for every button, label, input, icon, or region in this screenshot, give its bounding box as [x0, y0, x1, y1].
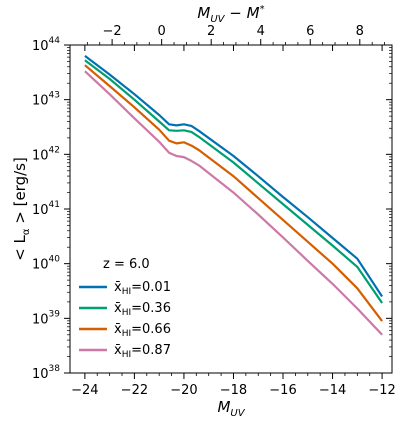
x2-axis-title: MUV − M* — [197, 4, 264, 25]
series-line-0.01 — [84, 55, 384, 298]
y-tick-label: 1040 — [32, 255, 60, 273]
y-tick-label: 1038 — [32, 364, 60, 382]
legend: z = 6.0 x̄HI=0.01 x̄HI=0.36 x̄HI=0.66 x̄HI=0… — [79, 257, 171, 360]
legend-label: x̄HI=0.36 — [114, 301, 171, 318]
y-tick-label: 1041 — [32, 200, 60, 218]
x-tick-label: −22 — [121, 383, 148, 398]
legend-title: z = 6.0 — [103, 257, 150, 272]
series-line-0.36 — [84, 59, 384, 304]
x-tick-label: −24 — [71, 383, 98, 398]
y-tick-label: 1039 — [32, 309, 60, 327]
x-tick-label: −18 — [220, 383, 247, 398]
x-tick-label: −12 — [368, 383, 395, 398]
x2-tick-label: 8 — [356, 24, 364, 39]
x-tick-label: −14 — [319, 383, 346, 398]
legend-label: x̄HI=0.01 — [114, 280, 171, 297]
x2-tick-label: 6 — [306, 24, 314, 39]
x2-tick-label: −2 — [103, 24, 122, 39]
y-tick-label: 1044 — [32, 36, 60, 54]
x2-tick-label: 2 — [207, 24, 215, 39]
x2-tick-label: 0 — [158, 24, 166, 39]
series-line-0.66 — [84, 64, 383, 322]
legend-label: x̄HI=0.87 — [114, 343, 171, 360]
axes: −24 −22 −20 −18 −16 −14 −12−2 0 2 4 6 8103810391040… — [11, 4, 396, 419]
x-axis-title: MUV — [217, 398, 245, 419]
series-lines — [84, 55, 384, 336]
legend-label: x̄HI=0.66 — [114, 322, 171, 339]
y-tick-label: 1042 — [32, 145, 60, 163]
series-line-0.87 — [84, 70, 383, 336]
y-tick-label: 1043 — [32, 91, 60, 109]
x-tick-label: −20 — [170, 383, 197, 398]
x-tick-label: −16 — [269, 383, 296, 398]
y-axis-title: < Lα > [erg/s] — [11, 157, 32, 261]
x2-tick-label: 4 — [257, 24, 265, 39]
